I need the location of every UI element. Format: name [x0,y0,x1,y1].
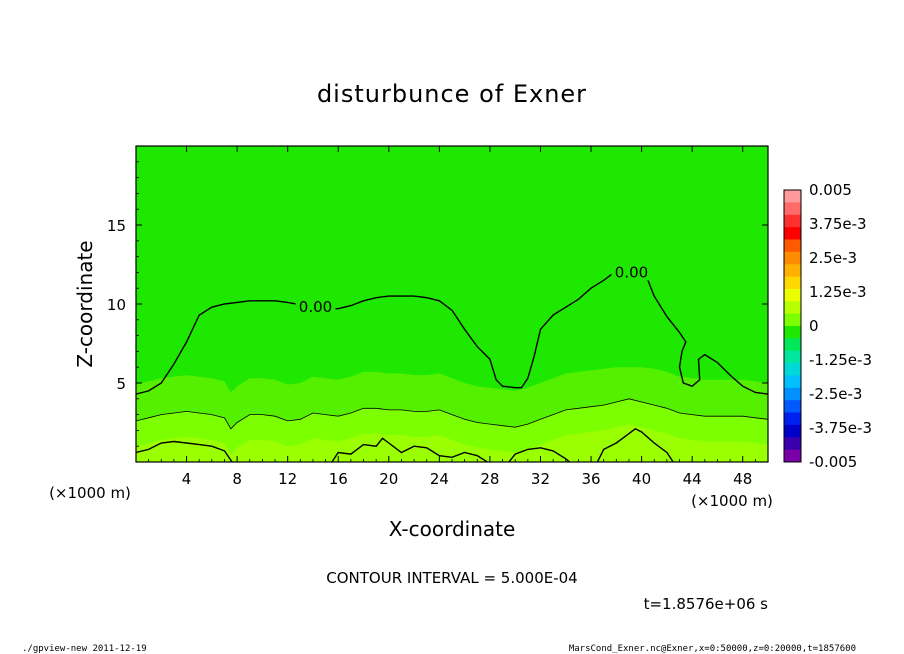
colorbar-swatch [784,400,801,414]
colorbar-label: -3.75e-3 [809,419,872,437]
colorbar-label: -0.005 [809,453,857,471]
x-unit-label: (×1000 m) [691,492,773,510]
colorbar-label: 0.005 [809,181,852,199]
x-tick-label: 48 [733,470,752,488]
y-tick-label: 15 [107,217,126,235]
y-ticks: 5 10 15 [107,161,768,447]
contour-interval-text: CONTOUR INTERVAL = 5.000E-04 [326,569,577,587]
colorbar-swatch [784,363,801,376]
colorbar-swatch [784,350,801,364]
contour-label-bg-1 [295,299,336,316]
colorbar-label: 1.25e-3 [809,283,867,301]
x-tick-label: 12 [278,470,297,488]
contour-bottom-2 [331,437,488,462]
colorbar-label: -2.5e-3 [809,385,862,403]
chart-title: disturbunce of Exner [317,80,587,108]
colorbar-swatch [784,387,801,401]
colorbar-swatch [784,412,801,426]
y-tick-label: 5 [116,375,126,393]
colorbar-swatch [784,227,801,240]
contour-label-bg-2 [611,264,652,281]
colorbar-swatch [784,437,801,451]
colorbar-swatch [784,276,801,290]
footer-right: MarsCond_Exner.nc@Exner,x=0:50000,z=0:20… [569,644,856,654]
colorbar-label: -1.25e-3 [809,351,872,369]
colorbar-swatch [784,202,801,216]
x-tick-label: 28 [480,470,499,488]
x-tick-label: 4 [182,470,192,488]
x-tick-label: 16 [329,470,348,488]
x-tick-label: 20 [379,470,398,488]
colorbar: 0.005 3.75e-3 2.5e-3 1.25e-3 0 -1.25e-3 -2.5e-… [783,181,872,471]
x-tick-label: 32 [531,470,550,488]
contour-label-2: 0.00 [615,263,648,281]
contour-bottom-4 [596,427,674,462]
colorbar-swatch [784,190,801,203]
colorbar-swatch [784,214,801,228]
colorbar-swatch [784,313,801,327]
colorbar-swatch [784,239,801,253]
y-axis-label: Z-coordinate [73,240,97,367]
colorbar-swatch [784,338,801,352]
colorbar-label: 2.5e-3 [809,249,857,267]
y-tick-label: 10 [107,296,126,314]
colorbar-swatch [784,375,801,389]
colorbar-swatch [784,424,801,438]
colorbar-swatch [784,264,801,278]
time-text: t=1.8576e+06 s [644,595,769,613]
footer-left: ./gpview-new 2011-12-19 [22,644,147,654]
x-ticks: 4 8 12 16 20 24 28 32 36 40 44 48 [148,146,756,488]
colorbar-frame [783,189,802,463]
colorbar-swatch [784,449,801,463]
contour-lower [136,398,768,430]
field-band-bottom [136,424,768,462]
colorbar-swatch [784,288,801,302]
contour-zero [136,270,768,395]
x-axis-label: X-coordinate [389,517,516,541]
contour-lines [136,270,768,462]
x-tick-label: 8 [232,470,242,488]
contour-bottom-3 [508,447,571,462]
x-tick-label: 24 [430,470,449,488]
contour-bottom-1 [136,440,233,462]
colorbar-swatch [784,326,801,339]
x-tick-label: 44 [683,470,702,488]
colorbar-label: 3.75e-3 [809,215,867,233]
x-tick-label: 36 [581,470,600,488]
colorbar-label: 0 [809,317,819,335]
y-unit-label: (×1000 m) [49,484,131,502]
colorbar-swatch [784,251,801,265]
x-tick-label: 40 [632,470,651,488]
colorbar-swatch [784,301,801,315]
contour-label-1: 0.00 [299,298,332,316]
